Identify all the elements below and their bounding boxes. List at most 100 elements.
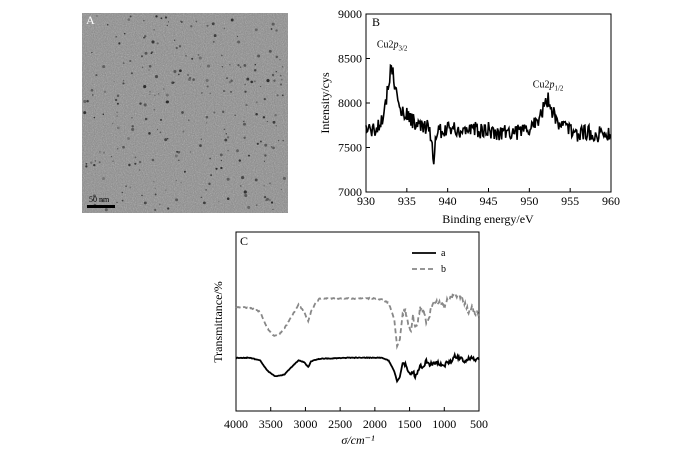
x-tick-label: 4000 bbox=[224, 417, 248, 431]
particle-speck bbox=[213, 111, 216, 114]
particle-speck bbox=[86, 100, 89, 103]
particle-speck bbox=[179, 69, 182, 73]
y-tick-label: 7500 bbox=[338, 141, 362, 155]
particle-speck bbox=[165, 93, 169, 97]
particle-speck bbox=[159, 118, 163, 121]
x-tick-label: 960 bbox=[602, 194, 620, 208]
particle-speck bbox=[254, 63, 257, 66]
particle-speck bbox=[272, 146, 275, 150]
series-line-b bbox=[235, 292, 480, 350]
particle-speck bbox=[280, 189, 282, 191]
particle-speck bbox=[94, 160, 96, 162]
panel-c-frame bbox=[235, 231, 480, 412]
particle-speck bbox=[221, 66, 224, 68]
particle-speck bbox=[95, 74, 98, 77]
particle-speck bbox=[255, 113, 258, 116]
particle-speck bbox=[129, 186, 132, 189]
particle-speck bbox=[93, 116, 96, 119]
particle-speck bbox=[177, 159, 180, 162]
particle-speck bbox=[127, 137, 130, 140]
particle-speck bbox=[220, 159, 223, 162]
particle-speck bbox=[156, 42, 159, 45]
particle-speck bbox=[102, 113, 105, 116]
particle-speck bbox=[101, 199, 104, 202]
particle-speck bbox=[96, 15, 98, 17]
particle-speck bbox=[219, 153, 223, 157]
particle-speck bbox=[93, 163, 96, 167]
panel-c-y-title: Transmittance/% bbox=[211, 281, 225, 363]
particle-speck bbox=[226, 136, 230, 139]
particle-speck bbox=[227, 149, 229, 152]
particle-speck bbox=[178, 45, 182, 48]
panel-b-letter: B bbox=[372, 15, 380, 29]
particle-speck bbox=[199, 144, 202, 147]
particle-speck bbox=[215, 167, 218, 170]
particle-speck bbox=[275, 29, 278, 32]
particle-speck bbox=[198, 56, 202, 60]
particle-speck bbox=[250, 80, 253, 84]
particle-speck bbox=[279, 58, 281, 61]
particle-speck bbox=[116, 201, 118, 204]
particle-speck bbox=[116, 94, 120, 98]
panel-c-x-axis: 4000 3500 3000 2500 2000 1500 1000 500 bbox=[224, 407, 488, 431]
particle-speck bbox=[185, 55, 187, 57]
particle-speck bbox=[148, 132, 151, 135]
particle-speck bbox=[182, 130, 185, 133]
x-tick-label: 3000 bbox=[293, 417, 317, 431]
particle-speck bbox=[239, 66, 242, 69]
particle-speck bbox=[143, 85, 147, 89]
particle-speck bbox=[266, 120, 269, 123]
particle-speck bbox=[143, 36, 145, 39]
particle-speck bbox=[83, 99, 87, 104]
particle-speck bbox=[141, 194, 143, 197]
panel-a: A 50 nm bbox=[82, 13, 288, 213]
particle-speck bbox=[253, 80, 256, 83]
particle-speck bbox=[183, 170, 186, 173]
x-tick-label: 940 bbox=[439, 194, 457, 208]
particle-speck bbox=[118, 42, 121, 45]
particle-speck bbox=[223, 27, 226, 30]
particle-speck bbox=[237, 40, 241, 44]
particle-speck bbox=[112, 122, 114, 125]
x-tick-label: 930 bbox=[357, 194, 375, 208]
particle-speck bbox=[114, 98, 118, 102]
particle-speck bbox=[167, 21, 170, 23]
legend: a b bbox=[412, 248, 446, 275]
particle-speck bbox=[236, 35, 239, 38]
particle-speck bbox=[270, 201, 274, 204]
legend-label-a: a bbox=[441, 248, 446, 259]
particle-speck bbox=[199, 66, 202, 68]
particle-speck bbox=[200, 196, 202, 198]
particle-speck bbox=[125, 185, 127, 188]
particle-speck bbox=[221, 110, 225, 114]
particle-speck bbox=[127, 18, 131, 21]
particle-speck bbox=[234, 114, 236, 116]
particle-speck bbox=[98, 161, 101, 164]
particle-speck bbox=[123, 32, 126, 35]
particle-speck bbox=[226, 177, 230, 181]
particle-speck bbox=[151, 40, 155, 44]
particle-speck bbox=[271, 22, 275, 26]
particle-speck bbox=[177, 151, 181, 154]
particle-speck bbox=[166, 24, 168, 27]
particle-speck bbox=[230, 18, 234, 22]
particle-speck bbox=[151, 158, 155, 162]
scale-bar-label: 50 nm bbox=[89, 195, 110, 204]
particle-speck bbox=[279, 74, 282, 77]
particle-speck bbox=[85, 165, 88, 168]
x-tick-label: 2500 bbox=[328, 417, 352, 431]
panel-c-letter: C bbox=[240, 234, 248, 248]
particle-speck bbox=[157, 93, 160, 95]
particle-speck bbox=[192, 78, 195, 81]
particle-speck bbox=[140, 55, 144, 58]
particle-speck bbox=[174, 154, 178, 158]
particle-speck bbox=[256, 142, 259, 145]
particle-speck bbox=[154, 94, 156, 97]
particle-speck bbox=[230, 90, 232, 93]
particle-speck bbox=[269, 182, 271, 185]
particle-speck bbox=[229, 64, 231, 66]
particle-speck bbox=[177, 73, 180, 76]
particle-speck bbox=[131, 127, 135, 131]
particle-speck bbox=[175, 179, 177, 181]
particle-speck bbox=[160, 17, 163, 20]
